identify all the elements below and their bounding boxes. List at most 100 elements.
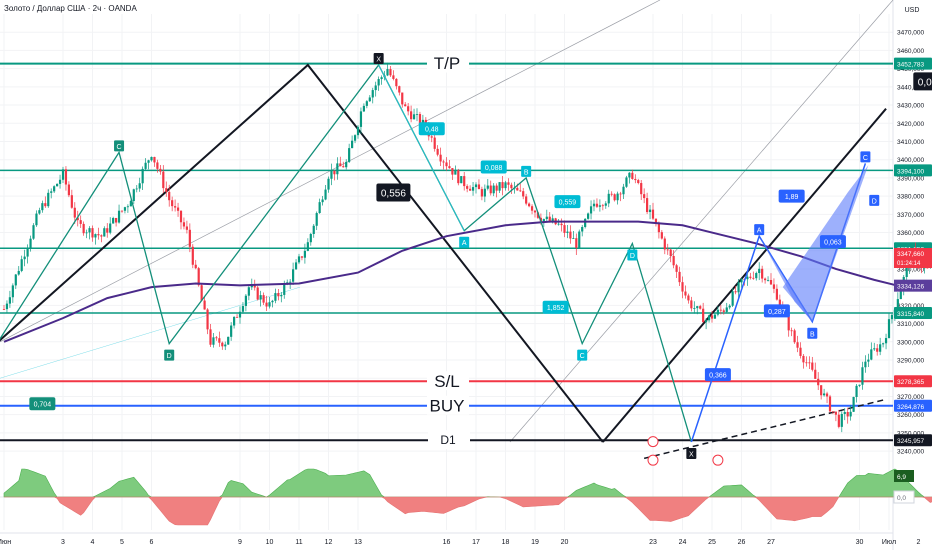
candle-body (728, 305, 731, 308)
candle-body (20, 259, 23, 271)
x-tick-label: 11 (295, 539, 302, 546)
candle-body (73, 207, 76, 218)
x-tick-label: 27 (767, 539, 775, 546)
pattern-point-text: X (376, 56, 381, 63)
candle-body (120, 210, 124, 212)
candle-body (613, 194, 616, 201)
level-price-text: 3394,100 (897, 168, 924, 175)
ratio-label: 0,063 (819, 235, 846, 249)
x-tick-label: 16 (443, 539, 451, 546)
ratio-bg (704, 368, 731, 382)
candle-body (389, 69, 392, 76)
candle-body (256, 287, 259, 300)
x-tick-label: 25 (708, 539, 716, 546)
candle-body (47, 192, 50, 207)
candle-body (433, 137, 436, 149)
level-price-text: 3452,783 (897, 62, 924, 69)
candle-body (61, 169, 65, 180)
level-price-bg (894, 57, 932, 70)
candle-body (38, 210, 41, 214)
candle-body (890, 314, 894, 320)
candle-body (530, 206, 534, 211)
candle-body (185, 226, 188, 230)
pattern-point-b: B (521, 165, 532, 177)
level-price-text: 3264,876 (897, 404, 924, 411)
y-tick-label: 3290,000 (897, 358, 924, 365)
candle-body (244, 295, 247, 306)
candle-body (123, 207, 127, 211)
candle-body (442, 161, 445, 163)
y-tick-label: 3390,000 (897, 175, 924, 182)
candle-body (519, 190, 522, 192)
osc-tag-text: 0,0 (897, 495, 906, 502)
pattern-point-d: D (869, 194, 880, 206)
candle-body (97, 234, 100, 236)
candle-body (141, 168, 144, 184)
ratio-label: 0,559 (554, 195, 581, 209)
current-price-tag: 3347,660 01:24:14 (894, 248, 932, 269)
y-tick-label: 3440,000 (897, 84, 924, 91)
pattern-point-bg (373, 52, 384, 64)
candle-body (212, 337, 215, 345)
candle-body (203, 300, 206, 310)
candle-body (572, 238, 575, 239)
level-label-bg (427, 371, 469, 391)
candle-body (772, 284, 776, 289)
news-circle (712, 454, 724, 466)
candle-body (259, 295, 262, 300)
candle-body (646, 198, 649, 213)
pattern-point-bg (459, 236, 470, 248)
pattern-point-bg (869, 194, 880, 206)
y-tick-label: 3450,000 (897, 66, 924, 73)
ratio-text: 0,088 (485, 165, 503, 172)
level-price-text: 3315,840 (897, 311, 924, 318)
triangle-black (0, 63, 604, 443)
candle-body (401, 92, 404, 105)
candle-body (126, 206, 129, 208)
candle-body (793, 330, 796, 343)
x-tick-label: 24 (679, 539, 687, 546)
ratio-text: 0,366 (709, 373, 727, 380)
pattern-point-text: C (863, 155, 868, 162)
candle-body (262, 295, 265, 303)
candle-body (651, 209, 655, 219)
candle-body (820, 385, 823, 396)
candle-body (681, 282, 684, 292)
x-tick-label: 19 (531, 539, 539, 546)
candle-body (560, 223, 563, 226)
candle-body (153, 156, 156, 163)
ratio-label: 0,287 (763, 304, 790, 318)
ratio-bg (913, 72, 932, 91)
pattern-point-bg (807, 327, 818, 339)
candle-body (870, 349, 873, 360)
pattern-point-bg (577, 349, 588, 361)
candle-body (17, 270, 20, 275)
candle-body (867, 359, 870, 362)
chart-title: Золото / Доллар США · 2ч · OANDA (4, 4, 137, 13)
candle-body (359, 111, 363, 127)
y-tick-label: 3380,000 (897, 194, 924, 201)
candle-body (58, 179, 62, 184)
ratio-text: 0,48 (425, 127, 439, 134)
ratio-label: 0,48 (418, 122, 445, 136)
candle-body (336, 163, 339, 175)
x-tick-label: 30 (856, 539, 864, 546)
candle-body (879, 344, 882, 352)
candle-body (619, 193, 622, 195)
candle-body (265, 302, 268, 307)
candle-body (823, 393, 826, 396)
candle-body (292, 269, 295, 282)
ratio-text: 0,017 (918, 77, 932, 88)
news-flag-icon (712, 454, 724, 466)
candle-body (483, 188, 486, 197)
candle-body (371, 90, 374, 98)
candle-body (374, 85, 377, 91)
candle-body (808, 362, 811, 364)
candle-body (129, 200, 132, 207)
moving-average-line (3, 220, 932, 343)
ratio-label: 0,088 (480, 160, 507, 174)
news-circle (647, 454, 659, 466)
y-tick-label: 3470,000 (897, 30, 924, 37)
candle-body (14, 274, 17, 286)
